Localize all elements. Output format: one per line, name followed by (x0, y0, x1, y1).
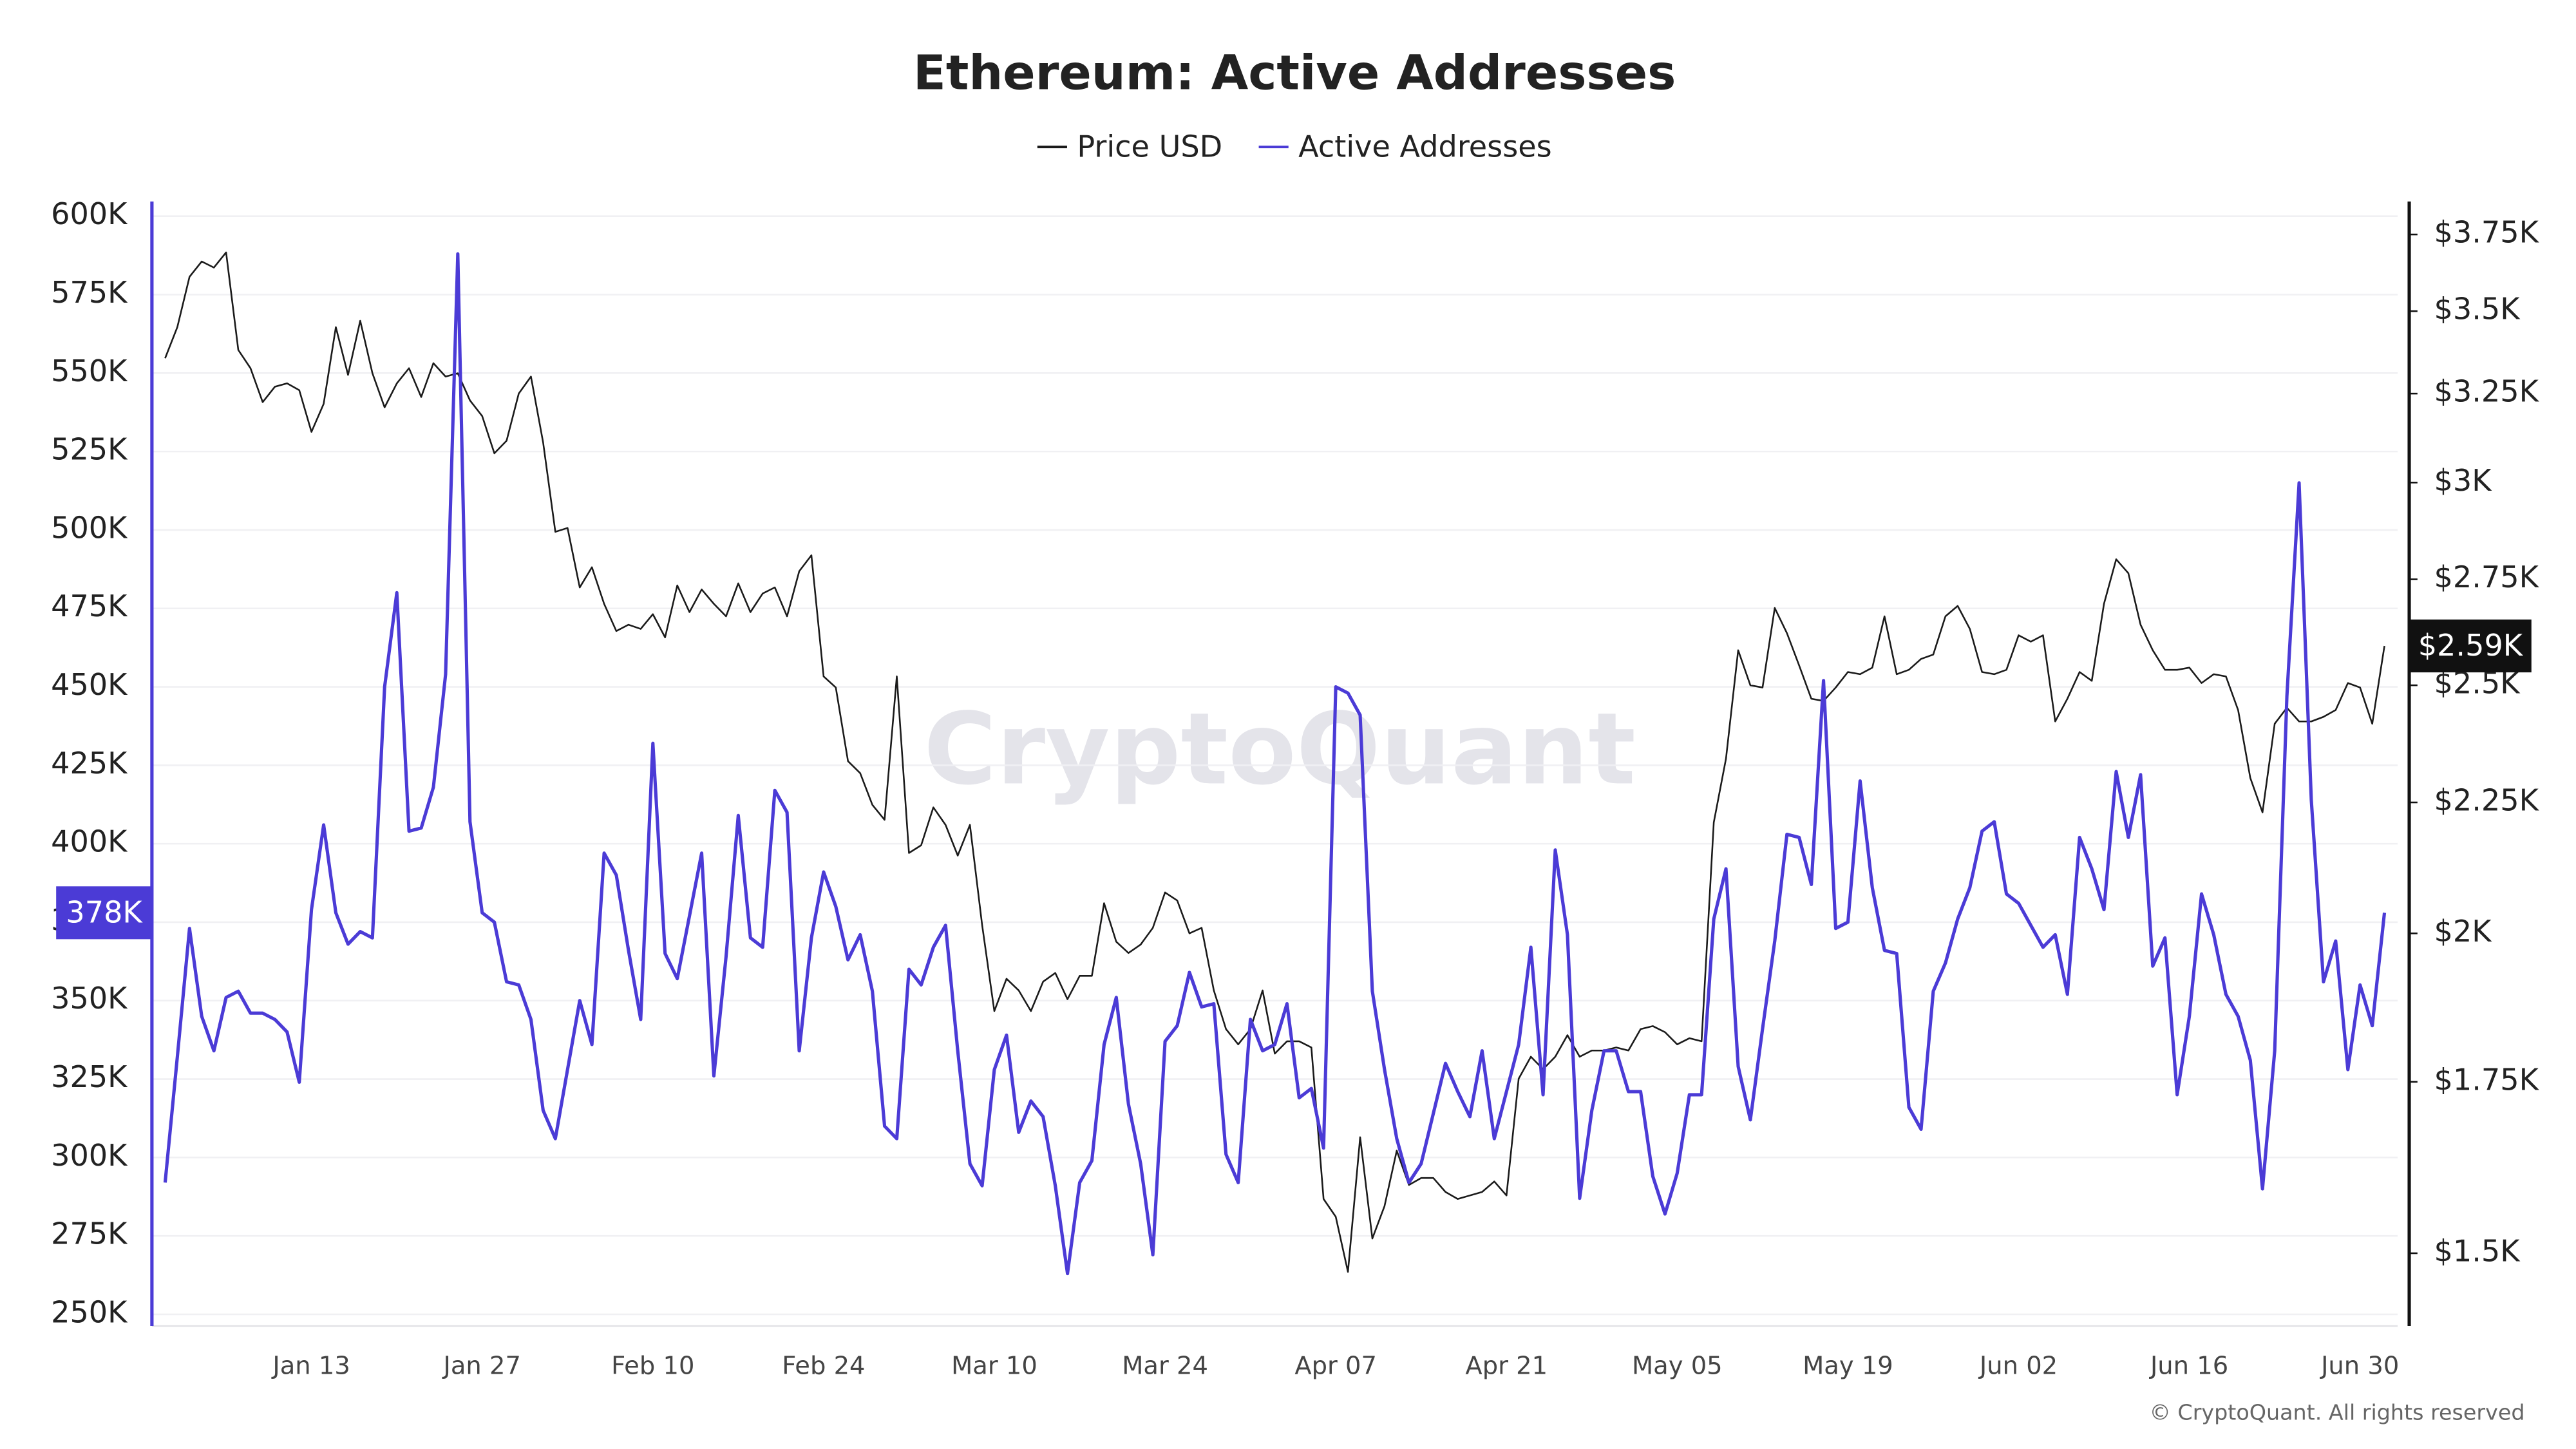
y2-tick-label: $3.25K (2434, 374, 2539, 409)
y-tick-label: 500K (51, 510, 128, 545)
last-value-label: 378K (66, 895, 143, 929)
legend-label: Active Addresses (1298, 129, 1552, 164)
x-tick-label: May 19 (1803, 1352, 1893, 1381)
y-tick-label: 575K (51, 275, 128, 310)
y-tick-label: 400K (51, 824, 128, 859)
x-tick-label: Mar 24 (1122, 1352, 1208, 1381)
series-line (164, 251, 2385, 1273)
y-tick-label: 600K (51, 196, 128, 231)
y-tick-label: 350K (51, 981, 128, 1016)
x-tick-label: Apr 21 (1465, 1352, 1548, 1381)
x-tick-label: Jun 30 (2320, 1352, 2399, 1381)
x-tick-label: Apr 07 (1294, 1352, 1377, 1381)
y-tick-label: 325K (51, 1059, 128, 1094)
x-tick-label: Jun 02 (1978, 1352, 2058, 1381)
legend: Price USD Active Addresses (1037, 129, 1552, 164)
y2-tick-label: $3.5K (2434, 292, 2521, 327)
y-tick-label: 425K (51, 746, 128, 781)
y2-tick-label: $3.75K (2434, 215, 2539, 250)
y-tick-label: 450K (51, 667, 128, 702)
last-value-label: $2.59K (2418, 628, 2524, 663)
y-tick-label: 475K (51, 589, 128, 623)
chart-title: Ethereum: Active Addresses (913, 44, 1676, 100)
y2-tick-label: $1.5K (2434, 1234, 2521, 1269)
y2-tick-label: $1.75K (2434, 1062, 2539, 1097)
y2-tick-label: $2.75K (2434, 560, 2539, 594)
y-tick-label: 550K (51, 354, 128, 388)
axes: 250K275K300K325K350K375K400K425K450K475K… (51, 129, 2539, 1380)
copyright: © CryptoQuant. All rights reserved (2150, 1399, 2525, 1425)
y-tick-label: 250K (51, 1294, 128, 1329)
y-tick-label: 300K (51, 1138, 128, 1173)
series-line (163, 252, 2387, 1276)
lines (163, 251, 2387, 1276)
y2-tick-label: $2.25K (2434, 782, 2539, 817)
legend-label: Price USD (1077, 129, 1222, 164)
x-tick-label: May 05 (1632, 1352, 1723, 1381)
last-value-tag (2409, 620, 2532, 673)
x-tick-label: Jan 27 (442, 1352, 520, 1381)
grid (151, 215, 2398, 1316)
x-tick-label: Mar 10 (951, 1352, 1037, 1381)
x-tick-label: Feb 10 (611, 1352, 694, 1381)
y-tick-label: 275K (51, 1217, 128, 1251)
x-tick-label: Jun 16 (2149, 1352, 2228, 1381)
x-tick-label: Feb 24 (782, 1352, 865, 1381)
y-tick-label: 525K (51, 432, 128, 467)
y2-tick-label: $3K (2434, 463, 2492, 498)
watermark: CryptoQuant (923, 692, 1636, 807)
y2-tick-label: $2K (2434, 914, 2492, 949)
x-tick-label: Jan 13 (271, 1352, 350, 1381)
last-value-tag (56, 886, 152, 940)
